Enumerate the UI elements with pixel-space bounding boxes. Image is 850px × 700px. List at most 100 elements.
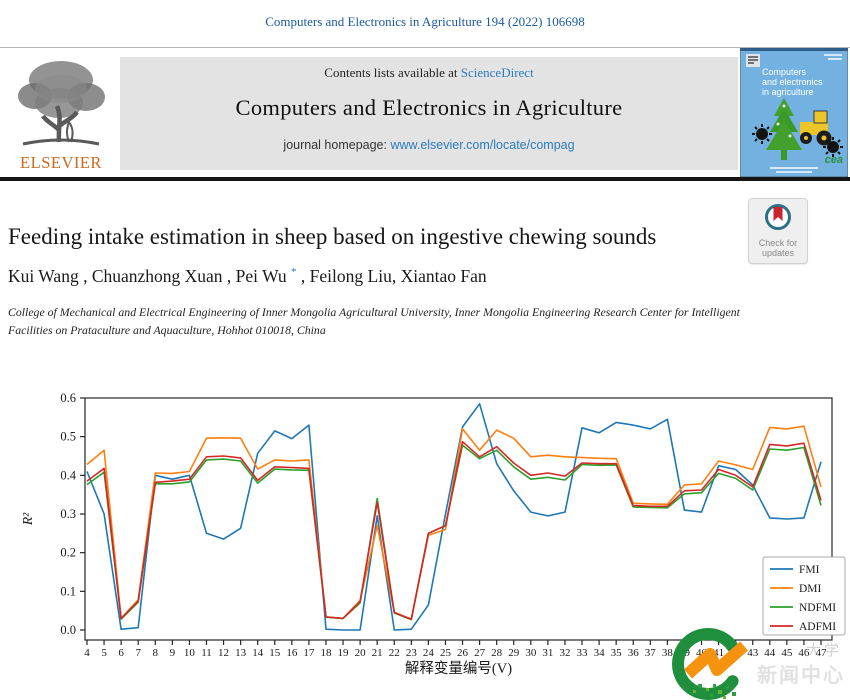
series-line-DMI bbox=[86, 425, 822, 620]
x-tick-label: 13 bbox=[235, 647, 247, 659]
r2-line-chart: 0.00.10.20.30.40.50.64 5 6 7 8 9 10 11 12 13 14 15 1… bbox=[20, 391, 846, 677]
cover-title-line2: and electronics bbox=[762, 77, 823, 87]
series-line-FMI bbox=[86, 402, 822, 631]
x-tick-label: 19 bbox=[338, 647, 350, 659]
x-tick-label: 35 bbox=[611, 647, 623, 659]
homepage-line: journal homepage: www.elsevier.com/locat… bbox=[120, 138, 738, 152]
x-tick-label: 11 bbox=[201, 647, 212, 659]
y-tick-label: 0.2 bbox=[60, 546, 76, 560]
thin-divider bbox=[0, 47, 850, 48]
corresponding-author-mark[interactable]: * bbox=[291, 266, 297, 279]
y-axis-label: R² bbox=[20, 512, 35, 526]
x-tick-label: 4 bbox=[84, 647, 90, 659]
x-tick-label: 10 bbox=[184, 647, 196, 659]
homepage-prefix: journal homepage: bbox=[283, 138, 391, 152]
crossmark-icon bbox=[765, 204, 791, 230]
x-tick-label: 20 bbox=[355, 647, 367, 659]
x-tick-label: 34 bbox=[594, 647, 606, 659]
x-tick-label: 27 bbox=[474, 647, 486, 659]
x-tick-label: 9 bbox=[170, 647, 176, 659]
elsevier-logo: ELSEVIER bbox=[6, 56, 116, 172]
x-tick-label: 47 bbox=[816, 647, 828, 659]
thick-divider bbox=[0, 177, 850, 181]
x-tick-label: 8 bbox=[153, 647, 159, 659]
authors-part1: Kui Wang , Chuanzhong Xuan , Pei Wu bbox=[8, 266, 292, 286]
figure-r2-chart: 0.0 0.1 0.2 0.3 0.4 0.5 0.6 4 5 6 7 8 9 10 11 12 13 14 15 1… bbox=[0, 385, 850, 685]
x-tick-label: 5 bbox=[101, 647, 107, 659]
x-axis-label: 解释变量编号(V) bbox=[405, 660, 512, 677]
legend-box bbox=[762, 556, 846, 636]
authors-line: Kui Wang , Chuanzhong Xuan , Pei Wu * , … bbox=[8, 266, 487, 287]
x-tick-label: 23 bbox=[406, 647, 418, 659]
watermark-dots bbox=[693, 684, 736, 699]
x-tick-label: 24 bbox=[423, 647, 435, 659]
elsevier-wordmark: ELSEVIER bbox=[20, 153, 102, 172]
x-tick-label: 21 bbox=[372, 647, 383, 659]
watermark-text: 新闻中心 bbox=[757, 663, 845, 687]
contents-prefix: Contents lists available at bbox=[324, 65, 461, 80]
x-tick-label: 30 bbox=[525, 647, 537, 659]
x-tick-label: 17 bbox=[303, 647, 315, 659]
x-tick-label: 14 bbox=[252, 647, 264, 659]
check-badge-line1: Check for bbox=[758, 238, 798, 248]
x-tick-label: 46 bbox=[798, 647, 810, 659]
cover-title-line1: Computers bbox=[762, 67, 807, 77]
x-tick-label: 25 bbox=[440, 647, 452, 659]
x-tick-label: 40 bbox=[696, 647, 708, 659]
x-tick-label: 45 bbox=[781, 647, 793, 659]
x-tick-label: 28 bbox=[491, 647, 503, 659]
affiliation: College of Mechanical and Electrical Eng… bbox=[8, 305, 740, 338]
x-tick-label: 12 bbox=[218, 647, 229, 659]
x-tick-label: 31 bbox=[542, 647, 553, 659]
cover-title-line3: in agriculture bbox=[762, 87, 814, 97]
authors-part2: , Feilong Liu, Xiantao Fan bbox=[296, 266, 487, 286]
check-updates-badge[interactable]: Check for updates bbox=[748, 198, 808, 264]
x-tick-label: 43 bbox=[747, 647, 759, 659]
y-tick-label: 0.0 bbox=[60, 623, 76, 637]
y-tick-label: 0.4 bbox=[60, 468, 76, 482]
series-line-ADFMI bbox=[86, 440, 822, 620]
journal-title: Computers and Electronics in Agriculture bbox=[235, 95, 623, 120]
x-tick-label: 7 bbox=[135, 647, 141, 659]
y-tick-label: 0.1 bbox=[60, 584, 76, 598]
homepage-link[interactable]: www.elsevier.com/locate/compag bbox=[390, 138, 575, 152]
journal-cover-thumbnail: Computers and electronics in agriculture… bbox=[739, 47, 849, 178]
x-tick-label: 29 bbox=[508, 647, 520, 659]
x-tick-label: 26 bbox=[457, 647, 469, 659]
legend-label-ADFMI: ADFMI bbox=[799, 621, 836, 633]
x-tick-label: 36 bbox=[628, 647, 640, 659]
x-tick-label: 32 bbox=[559, 647, 570, 659]
legend-label-NDFMI: NDFMI bbox=[799, 602, 836, 614]
watermark-ring bbox=[672, 628, 739, 700]
check-badge-line2: updates bbox=[761, 248, 795, 258]
article-title: Feeding intake estimation in sheep based… bbox=[8, 224, 657, 249]
x-tick-label: 6 bbox=[118, 647, 124, 659]
x-tick-label: 38 bbox=[662, 647, 674, 659]
watermark-text-faint: 大学 bbox=[806, 641, 843, 659]
x-tick-label: 44 bbox=[764, 647, 776, 659]
contents-line: Contents lists available at ScienceDirec… bbox=[120, 65, 738, 81]
cover-gear-icon-left bbox=[752, 124, 772, 144]
legend: FMI DMI NDFMI ADFMI bbox=[762, 556, 846, 636]
legend-label-FMI: FMI bbox=[799, 564, 820, 576]
sciencedirect-link[interactable]: ScienceDirect bbox=[460, 65, 534, 80]
y-tick-label: 0.6 bbox=[60, 391, 76, 405]
x-tick-label: 37 bbox=[645, 647, 657, 659]
x-tick-label: 22 bbox=[389, 647, 400, 659]
elsevier-tree-icon bbox=[18, 61, 105, 146]
watermark-swoosh bbox=[683, 641, 748, 679]
y-tick-label: 0.3 bbox=[60, 507, 76, 521]
y-tick-label: 0.5 bbox=[60, 430, 76, 444]
x-tick-label: 15 bbox=[269, 647, 281, 659]
journal-header-banner: Contents lists available at ScienceDirec… bbox=[120, 57, 738, 170]
legend-label-DMI: DMI bbox=[799, 583, 822, 595]
plot-border bbox=[84, 397, 833, 641]
x-tick-label: 18 bbox=[320, 647, 332, 659]
cover-gear-icon-right bbox=[823, 137, 843, 157]
cover-cea-logo: cea bbox=[825, 154, 843, 166]
watermark-logo bbox=[672, 628, 748, 700]
x-tick-label: 16 bbox=[286, 647, 298, 659]
journal-citation-link[interactable]: Computers and Electronics in Agriculture… bbox=[265, 14, 585, 29]
x-tick-label: 41 bbox=[713, 647, 724, 659]
